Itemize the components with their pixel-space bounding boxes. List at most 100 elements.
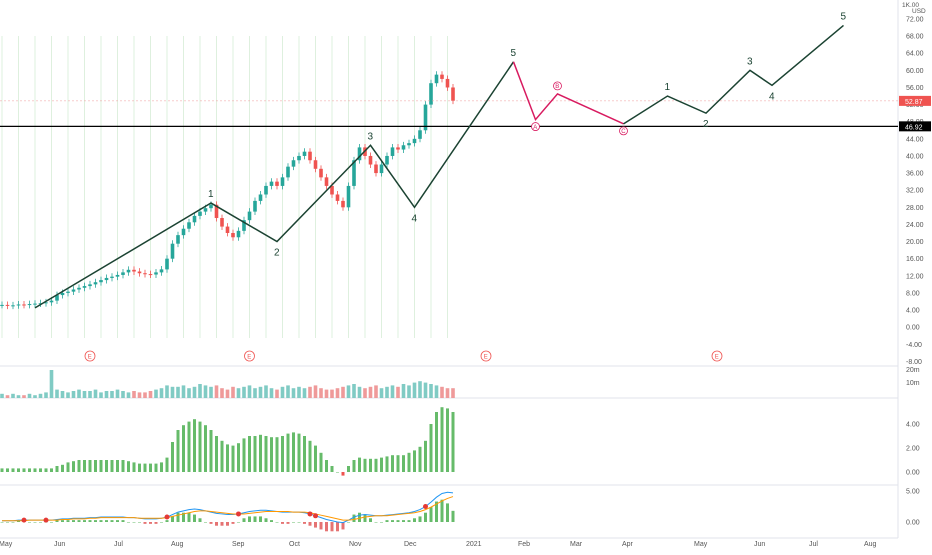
indicator-bar (319, 452, 323, 472)
candle (401, 145, 406, 150)
macd-histogram-bar (39, 522, 42, 523)
candle (264, 185, 268, 195)
candle (198, 211, 202, 216)
indicator-bar (226, 444, 229, 472)
candle (412, 138, 417, 144)
candle (77, 287, 81, 290)
candle (225, 226, 230, 233)
candle (192, 215, 197, 223)
candle (253, 200, 257, 212)
impulse-wave-label: 2 (274, 248, 280, 259)
volume-bar (346, 385, 351, 398)
candle (352, 160, 356, 186)
macd-histogram-bar (413, 518, 416, 522)
macd-histogram-bar (418, 516, 422, 522)
macd-histogram-bar (336, 522, 339, 532)
candle (379, 164, 384, 174)
indicator-bar (17, 468, 20, 472)
macd-tick: 5.00 (906, 489, 920, 496)
correction-wave-line (512, 61, 624, 125)
candle (390, 147, 395, 156)
candle (335, 194, 340, 201)
volume-bar (110, 391, 114, 398)
y-axis-tick: 72.00 (906, 17, 924, 24)
volume-bar (198, 384, 202, 398)
volume-bar (11, 393, 15, 398)
macd-histogram-bar (314, 522, 317, 528)
volume-bar (220, 388, 224, 398)
candle (49, 300, 54, 303)
volume-bar (319, 388, 323, 398)
candle (93, 282, 98, 285)
indicator-bar (369, 458, 372, 472)
macd-histogram-bar (270, 520, 273, 522)
volume-bar (236, 388, 241, 398)
macd-histogram-bar (187, 512, 191, 522)
candle (5, 304, 10, 306)
x-axis-label: Sep (232, 541, 245, 548)
macd-histogram-bar (347, 522, 350, 523)
indicator-bar (44, 468, 48, 472)
x-axis-label: Feb (518, 541, 530, 548)
volume-bar (121, 391, 125, 398)
indicator-bar (231, 445, 235, 472)
candle (82, 286, 87, 288)
macd-cross-dot (313, 513, 318, 519)
candle (60, 292, 65, 296)
volume-bar (379, 388, 384, 398)
correction-wave-marker (553, 81, 562, 91)
earnings-marker-label: E (715, 355, 719, 361)
volume-bar (396, 386, 400, 398)
candle (110, 276, 114, 278)
indicator-bar (66, 462, 70, 472)
y-axis-tick: 60.00 (906, 68, 924, 75)
correction-wave-label: A (533, 125, 537, 131)
volume-bar (308, 386, 312, 398)
macd-cross-dot (307, 511, 313, 517)
indicator-bar (446, 408, 449, 472)
volume-tick: 10m (906, 380, 920, 387)
indicator-bar (77, 460, 81, 472)
candle (99, 280, 103, 283)
candle (137, 271, 142, 274)
candle (451, 87, 455, 101)
candle (165, 258, 169, 270)
macd-histogram-bar (204, 522, 207, 523)
indicator-bar (0, 468, 4, 472)
macd-histogram-bar (94, 520, 97, 522)
candle (71, 289, 76, 292)
candle (385, 155, 389, 165)
indicator-bar (143, 463, 147, 472)
volume-bar (418, 381, 422, 398)
candle (38, 303, 43, 305)
macd-histogram-bar (363, 514, 367, 522)
volume-bar (302, 388, 307, 398)
macd-histogram-bar (6, 522, 9, 523)
y-axis-tick: 8.00 (906, 290, 920, 297)
x-axis-label: Mar (570, 541, 583, 548)
macd-histogram-bar (66, 520, 70, 522)
candle (280, 177, 285, 186)
volume-bar (99, 392, 103, 398)
indicator-bar (380, 457, 383, 472)
y-axis-tick: 24.00 (906, 222, 924, 229)
volume-bar (170, 386, 175, 398)
candle (346, 185, 351, 208)
y-axis-tick: 40.00 (906, 153, 924, 160)
candle (126, 269, 131, 273)
macd-histogram-bar (264, 518, 268, 522)
volume-bar (385, 386, 389, 398)
indicator-bar (407, 452, 411, 472)
indicator-bar (363, 458, 367, 472)
volume-bar (0, 393, 4, 398)
x-axis-label: Apr (622, 541, 634, 548)
volume-bar (77, 389, 81, 398)
indicator-bar (281, 436, 284, 472)
macd-histogram-bar (77, 520, 81, 522)
candle (429, 83, 433, 105)
indicator-bar (165, 457, 169, 472)
volume-bar (258, 386, 263, 398)
indicator-bar (171, 442, 174, 472)
